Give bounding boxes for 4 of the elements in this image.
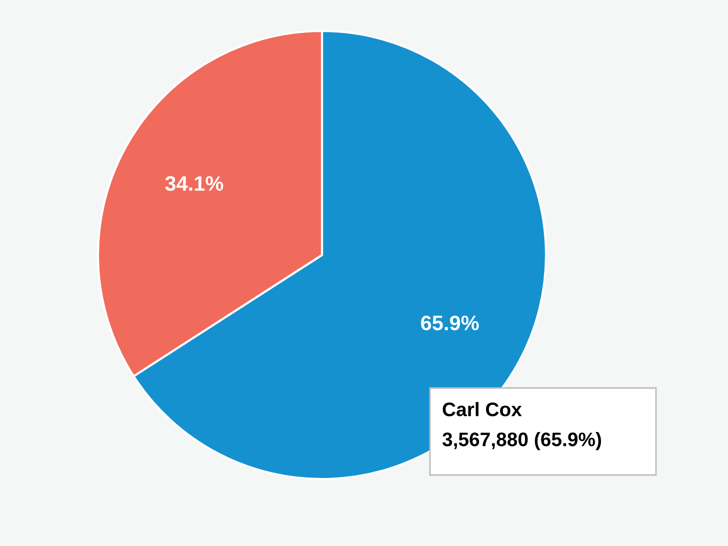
- data-label: 65.9%: [421, 316, 479, 330]
- text: 3,567,880 (65.9%): [442, 432, 602, 450]
- data-label: 34.1%: [165, 176, 224, 191]
- slice-label: Carl Cox: [442, 402, 522, 416]
